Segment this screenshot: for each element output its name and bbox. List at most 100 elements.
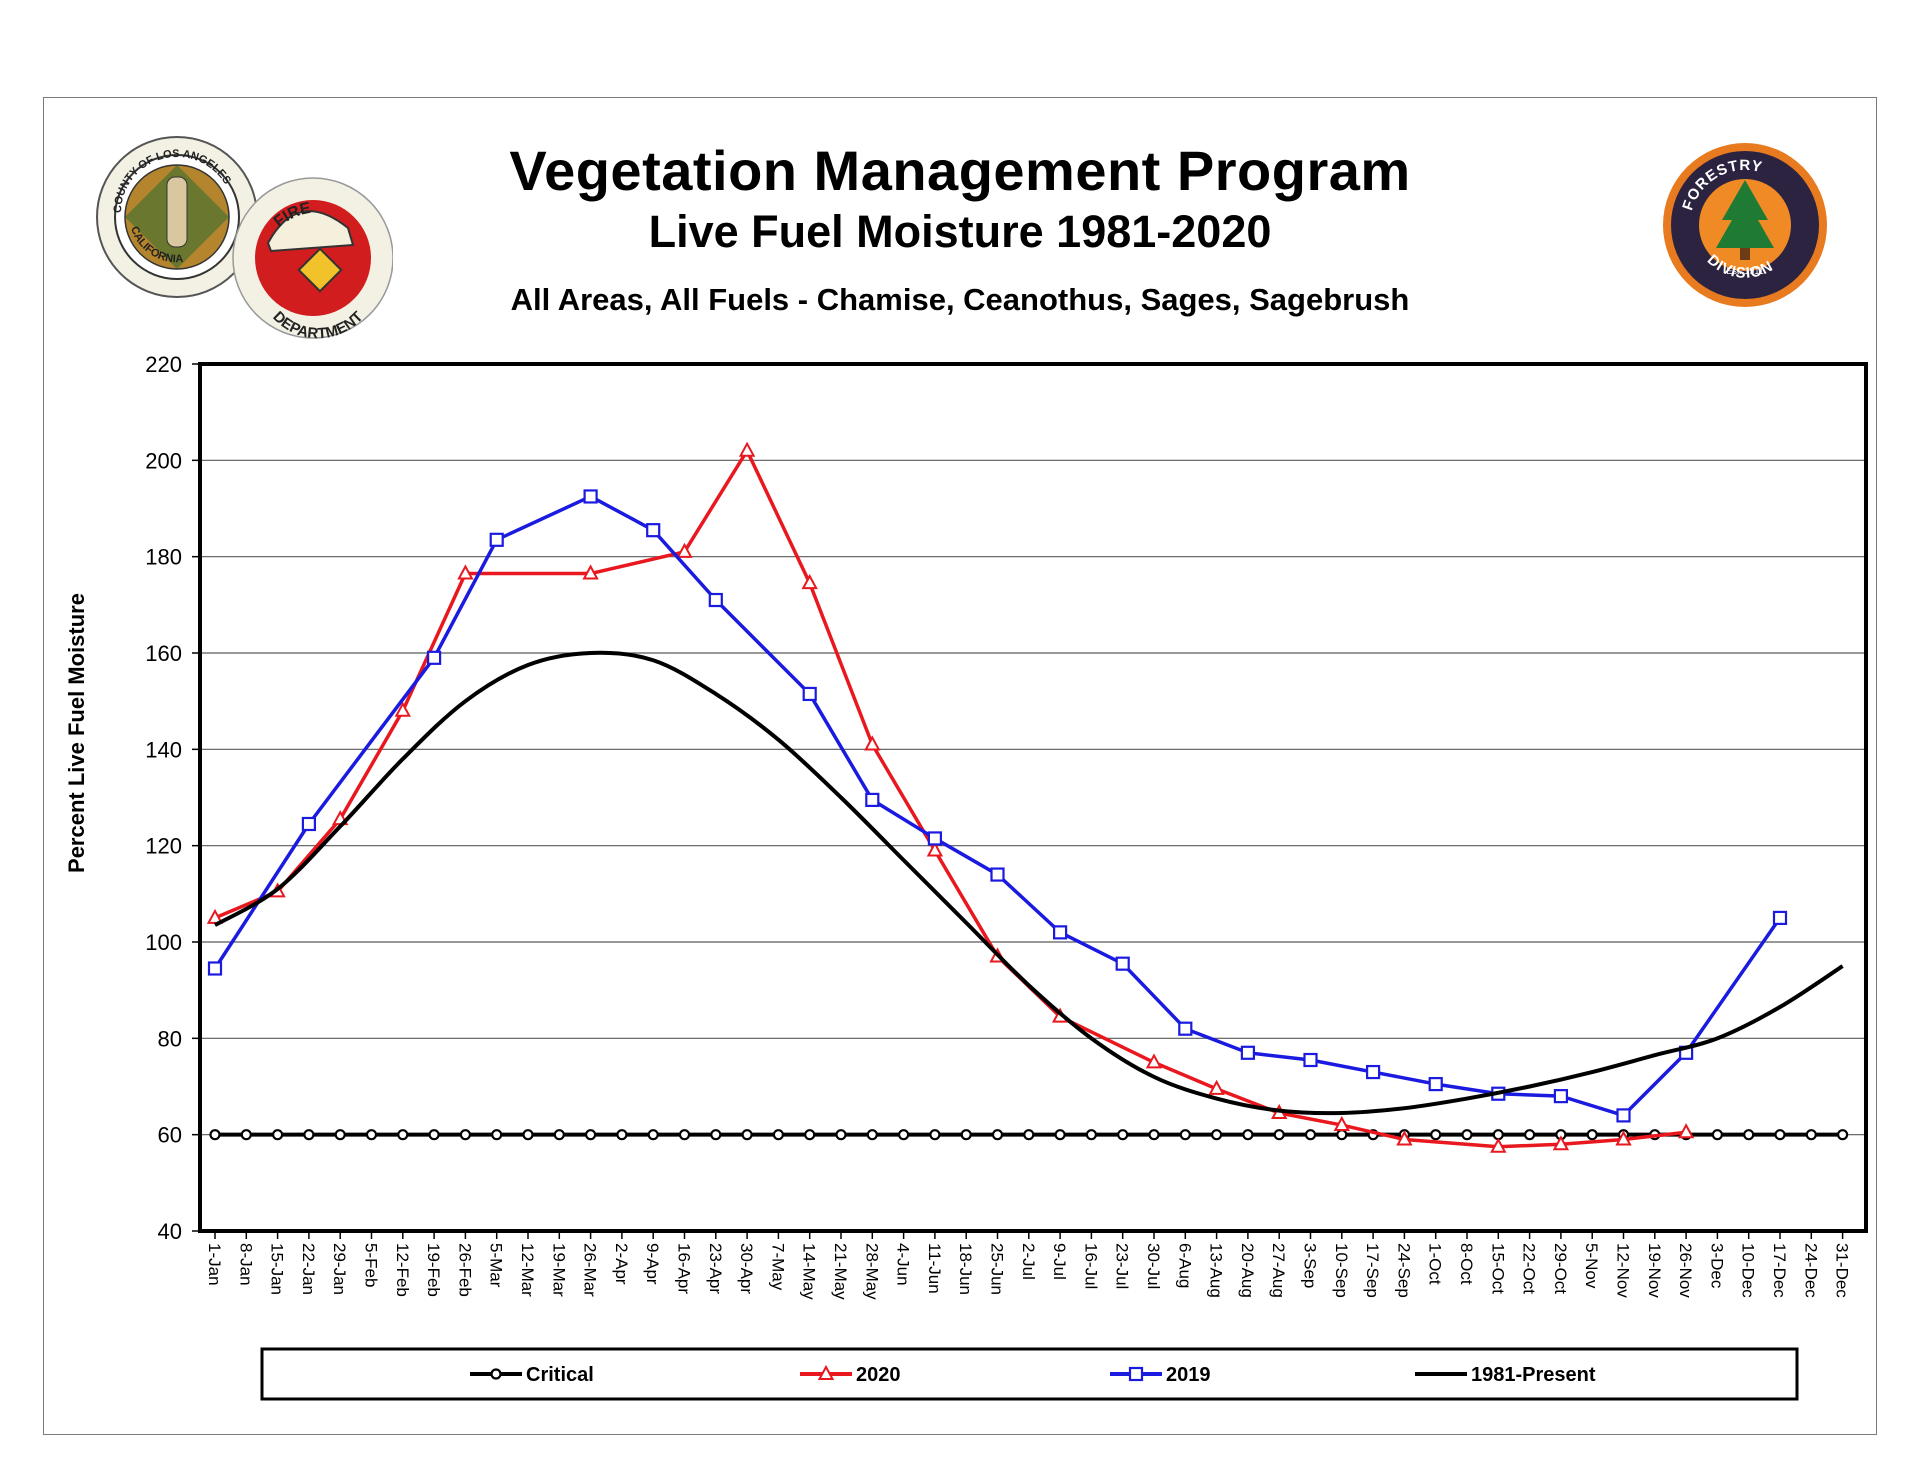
y-tick-label: 220: [145, 352, 182, 377]
data-point: [301, 816, 316, 832]
data-point: [1396, 1130, 1413, 1146]
forestry-division-logo: FORESTRY DIVISION Est. 1911: [1663, 143, 1827, 307]
data-point: [835, 1129, 847, 1141]
x-tick-label: 13-Aug: [1207, 1243, 1226, 1298]
data-point: [865, 792, 880, 808]
data-point: [1615, 1130, 1632, 1146]
forestry-est-text: Est. 1911: [1726, 266, 1763, 276]
data-point: [1304, 1129, 1317, 1141]
x-tick-label: 20-Aug: [1238, 1243, 1257, 1298]
x-tick-label: 26-Mar: [581, 1243, 600, 1297]
data-point: [1117, 1129, 1129, 1141]
data-point: [802, 686, 817, 702]
y-tick-label: 180: [145, 545, 182, 570]
x-tick-label: 3-Dec: [1707, 1243, 1726, 1289]
data-point: [1085, 1129, 1098, 1141]
x-tick-label: 15-Oct: [1488, 1243, 1507, 1294]
legend-label: 2020: [856, 1364, 901, 1386]
legend-item-2020: 2020: [800, 1364, 901, 1386]
data-point: [1836, 1129, 1849, 1141]
x-tick-label: 10-Sep: [1332, 1243, 1351, 1298]
y-tick-label: 100: [145, 930, 182, 955]
data-point: [710, 1129, 722, 1141]
data-point: [804, 1129, 816, 1141]
data-point: [866, 1129, 878, 1141]
legend: Critical 2020 2019 1981-Present: [260, 1347, 1799, 1401]
legend-label: 2019: [1166, 1364, 1211, 1386]
x-tick-label: 5-Mar: [487, 1243, 506, 1288]
data-point: [960, 1129, 972, 1141]
data-point: [1772, 910, 1788, 926]
x-tick-label: 16-Jul: [1081, 1243, 1100, 1289]
data-point: [553, 1129, 565, 1141]
county-fire-logo: COUNTY OF LOS ANGELES CALIFORNIA FIRE DE…: [96, 136, 393, 342]
x-tick-label: 25-Jun: [988, 1243, 1007, 1295]
data-point: [209, 1129, 221, 1141]
legend-marker: [817, 1364, 835, 1380]
series-2020: [206, 441, 1695, 1153]
data-point: [1273, 1129, 1285, 1141]
data-point: [1115, 956, 1130, 971]
data-point: [897, 1129, 910, 1141]
data-point: [647, 1129, 659, 1141]
data-point: [457, 564, 474, 580]
series-line-2019: [213, 494, 1782, 1118]
data-point: [708, 592, 723, 608]
x-tick-label: 31-Dec: [1833, 1243, 1852, 1298]
legend-label: Critical: [526, 1364, 594, 1386]
data-point: [582, 564, 599, 580]
series-1981-present: [214, 650, 1844, 1116]
x-tick-label: 30-Apr: [737, 1243, 756, 1294]
x-tick-label: 26-Nov: [1676, 1243, 1695, 1298]
y-tick-label: 160: [145, 641, 182, 666]
data-point: [926, 841, 944, 857]
x-tick-label: 30-Jul: [1144, 1243, 1163, 1289]
data-point: [427, 650, 442, 665]
x-tick-label: 9-Apr: [643, 1243, 662, 1285]
data-point: [741, 1129, 753, 1141]
legend-marker: [490, 1368, 502, 1380]
x-tick-label: 28-May: [862, 1243, 881, 1300]
x-tick-label: 19-Nov: [1645, 1243, 1664, 1298]
data-point: [240, 1129, 252, 1141]
x-tick-label: 7-May: [768, 1243, 787, 1291]
data-point: [1553, 1089, 1569, 1104]
y-tick-label: 120: [145, 834, 182, 859]
data-point: [583, 489, 598, 504]
data-point: [1336, 1129, 1348, 1141]
data-point: [584, 1129, 597, 1141]
series-line-1981-present: [214, 650, 1844, 1116]
x-tick-label: 12-Feb: [393, 1243, 412, 1297]
data-point: [927, 831, 943, 846]
x-tick-label: 5-Nov: [1582, 1243, 1601, 1289]
x-tick-label: 29-Jan: [330, 1243, 349, 1295]
x-tick-label: 23-Apr: [706, 1243, 725, 1294]
data-point: [272, 1129, 284, 1141]
data-point: [1523, 1129, 1536, 1141]
x-tick-label: 19-Feb: [424, 1243, 443, 1297]
data-point: [394, 701, 411, 717]
series-line-2020: [214, 448, 1687, 1149]
data-point: [1677, 1123, 1695, 1139]
data-point: [772, 1129, 785, 1141]
data-point: [428, 1129, 440, 1141]
x-tick-label: 23-Jul: [1113, 1243, 1132, 1289]
x-tick-label: 17-Dec: [1770, 1243, 1789, 1298]
y-tick-label: 60: [158, 1123, 182, 1148]
x-tick-label: 2-Jul: [1019, 1243, 1038, 1280]
x-tick-label: 14-May: [800, 1243, 819, 1300]
x-tick-label: 17-Sep: [1363, 1243, 1382, 1298]
data-point: [991, 1129, 1004, 1141]
data-point: [990, 867, 1005, 882]
data-point: [801, 574, 818, 590]
x-tick-label: 1-Jan: [205, 1243, 224, 1286]
y-tick-label: 80: [158, 1026, 182, 1051]
data-point: [459, 1129, 471, 1141]
data-point: [1774, 1129, 1786, 1141]
data-point: [1023, 1129, 1035, 1141]
data-point: [1461, 1129, 1473, 1141]
x-tick-label: 4-Jun: [894, 1243, 913, 1286]
data-point: [1428, 1076, 1443, 1092]
x-tick-label: 22-Oct: [1520, 1243, 1539, 1294]
data-point: [1586, 1129, 1598, 1141]
